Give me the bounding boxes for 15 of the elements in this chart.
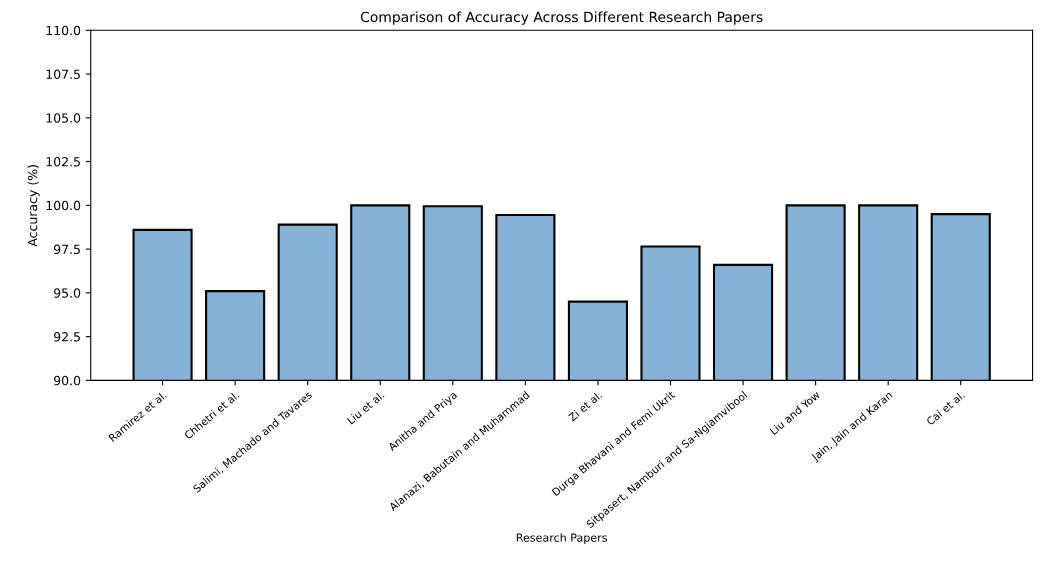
y-tick-label: 92.5 <box>53 332 80 342</box>
y-tick-label: 100.0 <box>46 200 81 211</box>
y-tick-label: 105.0 <box>46 113 81 123</box>
y-axis-title: Accuracy (%) <box>27 165 40 247</box>
y-tick-label: 110.0 <box>46 25 81 36</box>
y-tick-label: 97.5 <box>53 244 80 255</box>
x-tick-label: Zi et al. <box>567 390 603 422</box>
y-tick-label: 90.0 <box>53 375 81 386</box>
y-tick-label: 102.5 <box>46 157 80 167</box>
y-tick-label: 95.0 <box>53 288 81 298</box>
x-tick-label: Cai et al. <box>925 390 966 426</box>
y-tick-label: 107.5 <box>46 69 80 79</box>
x-axis-title: Research Papers <box>516 533 607 544</box>
x-tick-label: Liu et al. <box>346 390 385 425</box>
chart-title: Comparison of Accuracy Across Different Research Papers <box>360 11 763 25</box>
